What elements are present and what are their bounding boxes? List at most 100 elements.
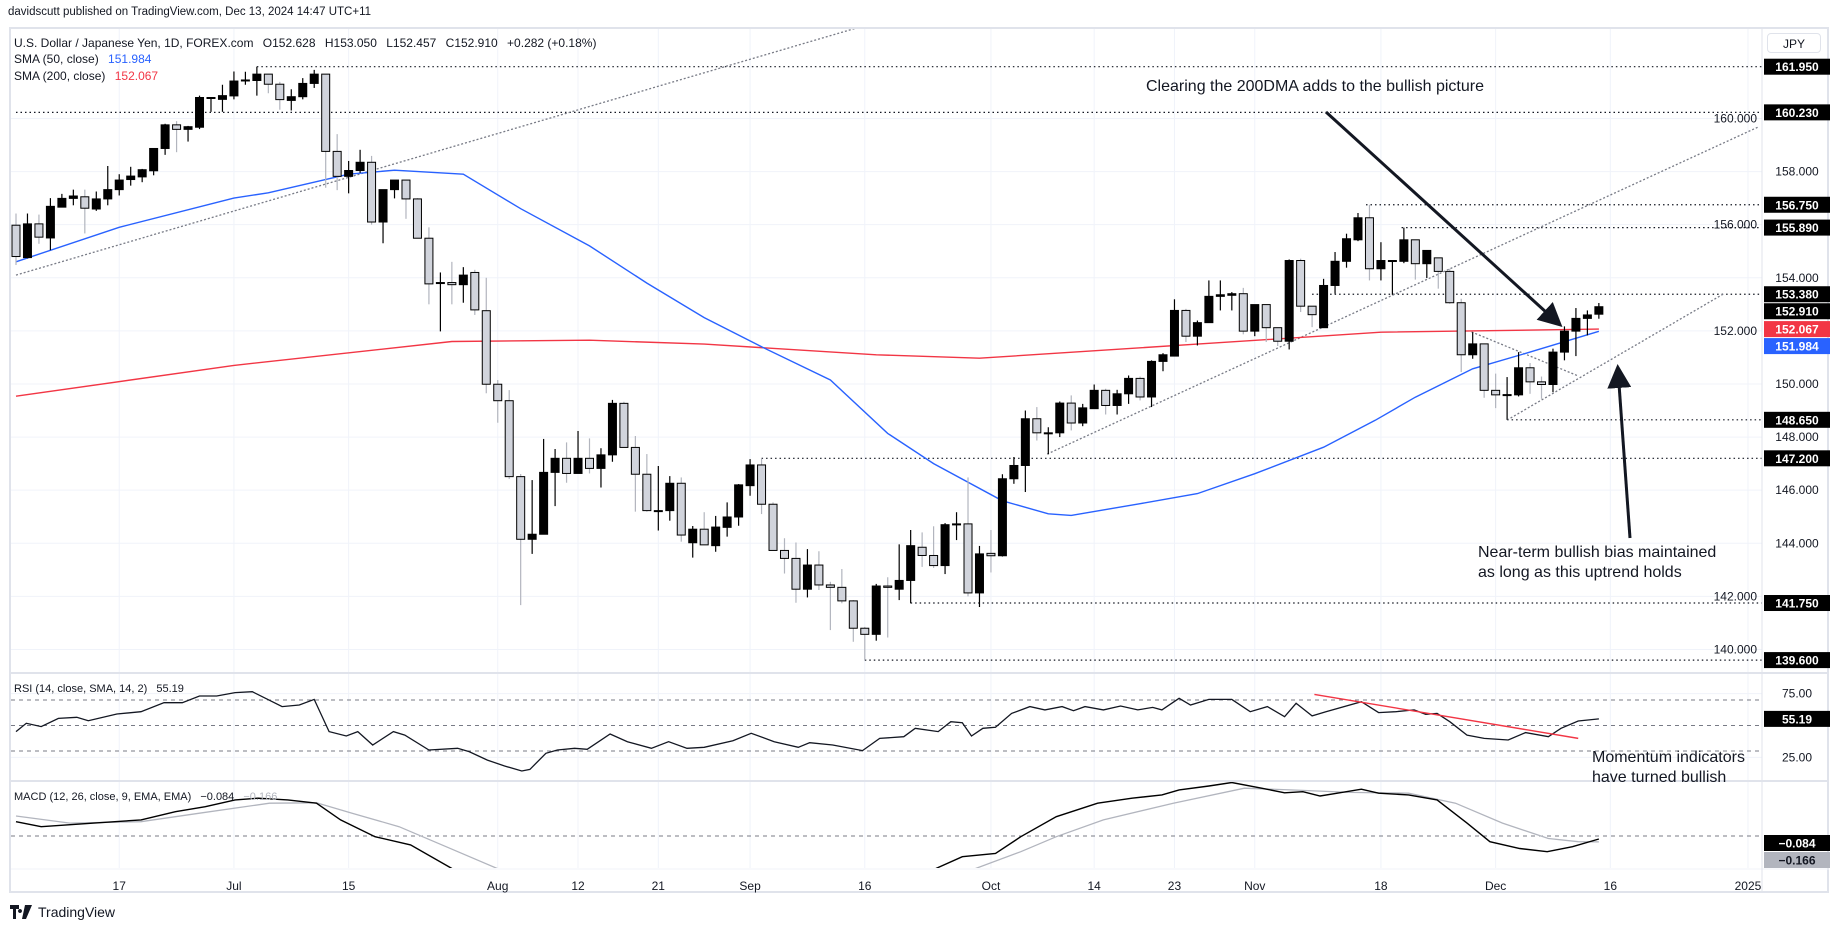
candle-bullish [149, 147, 159, 176]
candle-body [321, 73, 331, 152]
candle-bullish [1559, 326, 1569, 361]
sma50-label[interactable]: SMA (50, close) [14, 52, 99, 66]
candle-body [1422, 249, 1432, 265]
candle-bullish [711, 515, 721, 552]
rsi-tick-label: 25.00 [1782, 750, 1812, 764]
macd-legend[interactable]: MACD (12, 26, close, 9, EMA, EMA) −0.084… [14, 789, 283, 805]
candle-bullish [1582, 310, 1592, 336]
price-pane[interactable] [11, 26, 1762, 661]
candle-body [1158, 354, 1168, 362]
candle-body [1009, 464, 1019, 480]
candle-body [929, 554, 939, 567]
candle-bullish [734, 484, 744, 526]
time-axis[interactable]: 17 Jul 15 Aug 12 21 Sep 16 Oct 14 23 Nov 18 Dec 16 2025 [113, 879, 1762, 893]
candle-body [1548, 351, 1558, 386]
sma200-legend[interactable]: SMA (200, close) 152.067 [14, 68, 164, 84]
macd-pane[interactable] [11, 782, 1762, 922]
candle-body [1353, 217, 1363, 241]
candle-bearish [424, 227, 434, 305]
candle-bearish [1491, 373, 1501, 409]
candle-body [1181, 309, 1191, 337]
rsi-label[interactable]: RSI (14, close, SMA, 14, 2) [14, 683, 148, 695]
candle-body [952, 523, 962, 526]
tradingview-logo-icon [10, 905, 32, 919]
time-label: 16 [1604, 879, 1618, 893]
candle-body [1410, 239, 1420, 265]
candle-bearish [1525, 362, 1535, 394]
candle-body [1284, 260, 1294, 342]
currency-button[interactable]: JPY [1767, 33, 1821, 53]
candle-bearish [1456, 298, 1466, 373]
candle-bullish [183, 125, 193, 142]
candle-bullish [57, 193, 67, 208]
candle-bullish [906, 529, 916, 604]
candle-body [355, 161, 365, 172]
candle-bullish [1514, 352, 1524, 397]
candle-bearish [321, 73, 331, 188]
candle-bearish [963, 477, 973, 597]
candle-bullish [1055, 401, 1065, 438]
symbol-legend[interactable]: U.S. Dollar / Japanese Yen, 1D, FOREX.co… [14, 35, 602, 51]
candle-body [527, 533, 537, 540]
candle-bullish [607, 399, 617, 462]
tradingview-logo[interactable]: TradingView [10, 904, 115, 920]
price-label-text: 156.750 [1775, 198, 1819, 212]
candle-body [412, 198, 422, 239]
price-tick-label: 142.000 [1714, 589, 1758, 603]
price-label-background [1764, 338, 1830, 355]
candle-body [768, 503, 778, 551]
level-price-label: 153.380 [1764, 286, 1830, 303]
rsi-tick-label: 75.00 [1782, 687, 1812, 701]
time-label: Sep [739, 879, 761, 893]
candle-bearish [699, 512, 709, 546]
candle-bullish [1594, 302, 1604, 319]
macd-signal-label: −0.166 [1764, 851, 1830, 868]
sma200-price-label: 152.067 [1764, 321, 1830, 338]
candle-bullish [1078, 403, 1088, 427]
rsi-value: 55.19 [156, 683, 184, 695]
rsi-pane[interactable] [11, 691, 1762, 772]
candle-bullish [45, 198, 55, 251]
candle-body [275, 83, 285, 101]
candle-body [940, 524, 950, 567]
candle-body [1537, 381, 1547, 386]
symbol-title[interactable]: U.S. Dollar / Japanese Yen, 1D, FOREX.co… [14, 36, 254, 50]
rsi-legend[interactable]: RSI (14, close, SMA, 14, 2) 55.19 [14, 681, 190, 697]
price-label-background [1764, 595, 1830, 612]
price-label-background [1764, 851, 1830, 868]
candle-bullish [160, 123, 170, 155]
macd-line [15, 782, 1600, 868]
candle-bearish [1537, 376, 1547, 399]
sma50-price-label: 151.984 [1764, 338, 1830, 355]
price-tick-label: 156.000 [1714, 218, 1758, 232]
macd-signal-value: −0.166 [243, 791, 278, 803]
ohlc-close: C152.910 [445, 36, 498, 50]
time-label: 23 [1168, 879, 1182, 893]
candle-bullish [1342, 233, 1352, 268]
candle-body [688, 528, 698, 544]
candle-body [11, 224, 21, 258]
candle-body [516, 476, 526, 540]
sma50-legend[interactable]: SMA (50, close) 151.984 [14, 51, 157, 67]
candle-body [1307, 305, 1317, 316]
candle-bearish [619, 401, 629, 448]
candle-bullish [688, 526, 698, 558]
sma200-line [15, 328, 1599, 397]
candle-body [894, 579, 904, 590]
candle-bullish [1009, 456, 1019, 484]
candle-bullish [573, 430, 583, 474]
annotation-momentum-line2: have turned bullish [1592, 769, 1727, 786]
candle-bullish [1215, 280, 1225, 311]
time-label: Oct [982, 879, 1001, 893]
sma200-label[interactable]: SMA (200, close) [14, 69, 106, 83]
price-axis[interactable]: 140.000 142.000 144.000 146.000 148.000 150.0… [1714, 58, 1830, 868]
level-price-label: 147.200 [1764, 450, 1830, 467]
candle-body [1261, 304, 1271, 329]
candle-bullish [1250, 304, 1260, 337]
candle-bullish [378, 189, 388, 244]
candle-bearish [80, 189, 90, 234]
macd-label[interactable]: MACD (12, 26, close, 9, EMA, EMA) [14, 791, 192, 803]
candle-body [1445, 270, 1455, 304]
candle-body [883, 585, 893, 588]
